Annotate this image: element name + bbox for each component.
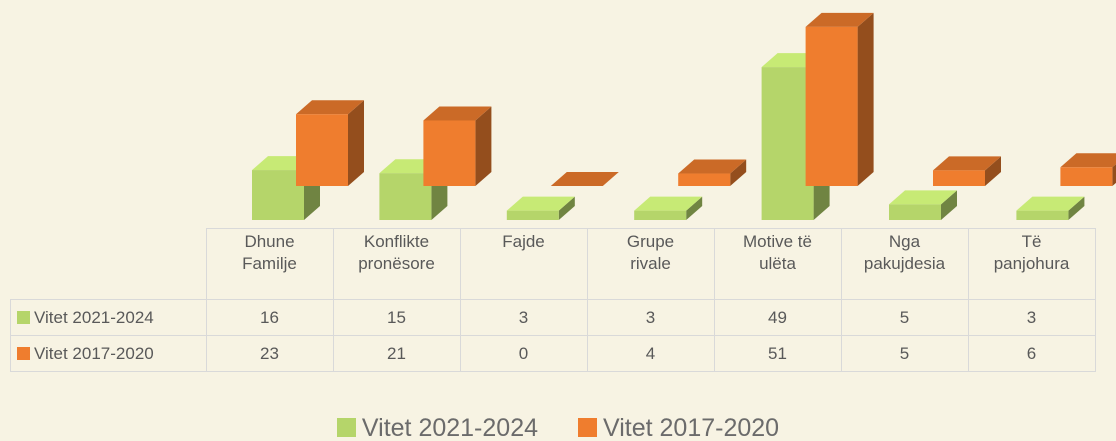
bar-side [348, 100, 364, 186]
legend-item: Vitet 2017-2020 [578, 414, 779, 441]
value-cell: 49 [713, 299, 842, 336]
legend: Vitet 2021-2024 Vitet 2017-2020 [0, 414, 1116, 441]
bar-front [379, 173, 432, 220]
bar-front [1060, 167, 1113, 186]
bar [550, 172, 619, 186]
bar-top [933, 156, 1001, 171]
bar-front [933, 170, 985, 186]
bar [933, 156, 1001, 186]
bar-top [506, 196, 575, 211]
value-cell: 0 [459, 335, 588, 372]
bar-front [761, 67, 814, 221]
bar-top [678, 159, 747, 174]
header-cell: Motive të ulëta [713, 228, 842, 300]
category-label: Të panjohura [993, 232, 1070, 273]
bar-top [296, 100, 364, 115]
bar-top [423, 106, 492, 121]
bar-top [889, 190, 957, 205]
bar-side [985, 156, 1001, 186]
bar-side [941, 190, 957, 220]
value-cell: 6 [967, 335, 1096, 372]
header-cell: Fajde [459, 228, 588, 300]
category-label: Nga pakujdesia [863, 232, 946, 273]
category-label: Konflikte pronësore [358, 232, 435, 273]
bar-side [730, 159, 747, 186]
value-cell: 23 [205, 335, 334, 372]
legend-swatch [336, 418, 356, 437]
value-cell: 3 [967, 299, 1096, 336]
category-label: Fajde [502, 232, 545, 251]
header-cell: Konflikte pronësore [332, 228, 461, 300]
bar-side [475, 106, 492, 186]
value-cell: 4 [586, 335, 715, 372]
bar-front [678, 173, 731, 186]
header-cell: Nga pakujdesia [840, 228, 969, 300]
category-label: Dhune Familje [242, 232, 297, 273]
header-row: Dhune Familje Konflikte pronësore Fajde Gru… [11, 228, 1096, 300]
legend-label: Vitet 2017-2020 [603, 414, 780, 441]
header-cell: Grupe rivale [586, 228, 715, 300]
row-label: Vitet 2021-2024 [10, 299, 207, 336]
legend-item: Vitet 2021-2024 [336, 414, 538, 441]
bar-top [1060, 153, 1116, 168]
bar [506, 196, 575, 220]
bar-side [1068, 196, 1085, 220]
value-cell: 51 [713, 335, 842, 372]
value-cell: 3 [459, 299, 588, 336]
series-name: Vitet 2021-2024 [34, 307, 154, 327]
bar-top [805, 12, 874, 27]
swatch [17, 310, 30, 324]
bar-top [634, 196, 703, 211]
bar [296, 100, 364, 186]
bar-top [1016, 196, 1085, 211]
value-cell: 3 [586, 299, 715, 336]
bar-front [296, 114, 348, 186]
header-cell: Dhune Familje [205, 228, 334, 300]
legend-label: Vitet 2021-2024 [361, 414, 538, 441]
value-cell: 16 [205, 299, 334, 336]
bar-side [686, 196, 703, 220]
legend-swatch [578, 418, 597, 437]
value-cell: 5 [840, 299, 969, 336]
bar-front [506, 210, 559, 220]
value-cell: 21 [332, 335, 461, 372]
bar-front [805, 26, 858, 186]
bar-front [889, 204, 941, 220]
series-name: Vitet 2017-2020 [34, 343, 154, 363]
bar [634, 196, 703, 220]
value-cell: 5 [840, 335, 969, 372]
corner [11, 229, 207, 300]
bar [1060, 153, 1116, 186]
data-row: Vitet 2017-2020 23 21 0 4 51 5 6 [10, 335, 1096, 372]
data-row: Vitet 2021-2024 16 15 3 3 49 5 3 [10, 299, 1096, 336]
bar-side [1112, 164, 1116, 186]
category-label: Grupe rivale [626, 232, 675, 273]
bar-top [550, 172, 619, 186]
bar [1016, 196, 1085, 220]
bar [423, 106, 492, 186]
bar-front [1016, 210, 1069, 220]
bar [678, 159, 747, 186]
bar [889, 190, 957, 220]
header-cell: Të panjohura [967, 228, 1096, 300]
bar-front [252, 170, 304, 220]
bar [805, 12, 874, 186]
row-label: Vitet 2017-2020 [10, 335, 207, 372]
bar-front [634, 210, 687, 220]
bar-side [857, 12, 874, 186]
data-table: Dhune Familje Konflikte pronësore Fajde Gru… [10, 228, 1096, 372]
bar-front [423, 120, 476, 186]
bar-side [558, 196, 575, 220]
category-label: Motive të ulëta [743, 232, 812, 273]
swatch [17, 346, 30, 360]
value-cell: 15 [332, 299, 461, 336]
